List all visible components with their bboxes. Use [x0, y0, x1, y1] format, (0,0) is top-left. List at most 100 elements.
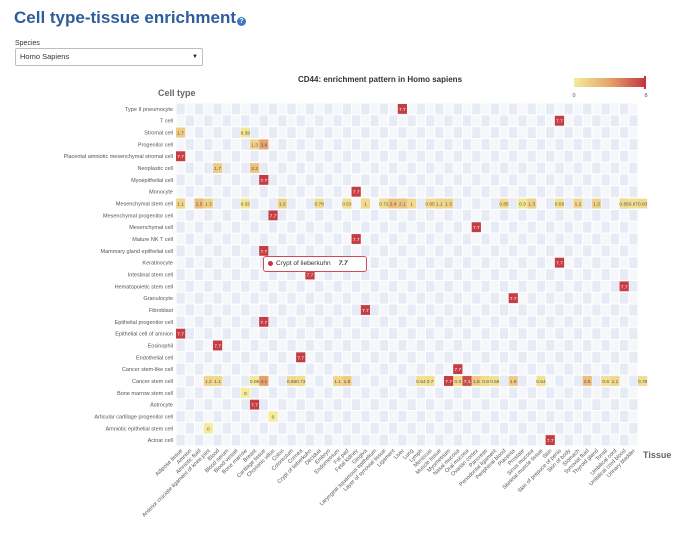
- grid-cell: [425, 186, 435, 198]
- grid-cell: [370, 221, 379, 233]
- grid-cell: [213, 422, 222, 434]
- cell-value-label: 1.1: [436, 202, 443, 208]
- grid-cell: [324, 198, 333, 209]
- grid-cell: [185, 363, 194, 375]
- grid-cell: [278, 387, 287, 399]
- grid-cell: [499, 411, 509, 422]
- grid-cell: [629, 340, 638, 351]
- grid-cell: [453, 411, 462, 422]
- grid-cell: [361, 422, 370, 434]
- grid-cell: [527, 257, 536, 269]
- grid-cell: [453, 399, 462, 411]
- grid-cell: [342, 103, 352, 115]
- row-label: Epithelial cell of amnion: [115, 332, 173, 338]
- grid-cell: [472, 399, 481, 411]
- grid-cell: [268, 221, 278, 233]
- grid-cell: [315, 174, 324, 186]
- grid-cell: [592, 233, 601, 245]
- grid-cell: [435, 363, 444, 375]
- cell-value-label: 7.7: [307, 273, 314, 279]
- grid-cell: [425, 340, 435, 351]
- grid-cell: [352, 434, 361, 446]
- grid-cell: [546, 150, 555, 162]
- grid-cell: [573, 233, 583, 245]
- grid-cell: [610, 209, 620, 221]
- grid-cell: [425, 422, 435, 434]
- grid-cell: [453, 422, 462, 434]
- grid-cell: [241, 257, 250, 269]
- grid-cell: [268, 399, 278, 411]
- grid-cell: [268, 304, 278, 316]
- grid-cell: [509, 269, 518, 280]
- grid-cell: [268, 422, 278, 434]
- grid-cell: [481, 269, 490, 280]
- grid-cell: [416, 269, 425, 280]
- grid-cell: [213, 174, 222, 186]
- grid-cell: [333, 363, 342, 375]
- help-icon[interactable]: ?: [237, 17, 247, 26]
- grid-cell: [370, 328, 379, 340]
- grid-cell: [204, 150, 213, 162]
- grid-cell: [379, 221, 389, 233]
- heatmap-cell: [176, 151, 186, 162]
- row-label: Monocyte: [149, 190, 173, 196]
- grid-cell: [472, 103, 481, 115]
- row-label: Fibroblast: [149, 308, 174, 314]
- grid-cell: [620, 186, 629, 198]
- heatmap-cell: [212, 340, 223, 351]
- grid-cell: [592, 316, 601, 328]
- grid-cell: [287, 174, 296, 186]
- grid-cell: [472, 280, 481, 292]
- grid-cell: [259, 150, 268, 162]
- cell-value-label: 1.3: [251, 142, 258, 148]
- grid-cell: [573, 375, 583, 387]
- grid-cell: [278, 351, 287, 363]
- grid-cell: [518, 328, 527, 340]
- grid-cell: [370, 198, 379, 209]
- grid-cell: [629, 233, 638, 245]
- heatmap-cell: [176, 328, 186, 339]
- grid-cell: [250, 304, 259, 316]
- grid-cell: [370, 316, 379, 328]
- grid-cell: [296, 434, 305, 446]
- grid-cell: [194, 174, 204, 186]
- row-label: Mesenchymal progenitor cell: [103, 213, 173, 219]
- grid-cell: [435, 174, 444, 186]
- grid-cell: [296, 316, 305, 328]
- species-label: Species: [15, 40, 40, 47]
- grid-cell: [592, 351, 601, 363]
- grid-cell: [620, 316, 629, 328]
- grid-cell: [472, 363, 481, 375]
- grid-cell: [518, 233, 527, 245]
- grid-cell: [444, 138, 453, 150]
- grid-cell: [241, 280, 250, 292]
- grid-cell: [194, 245, 204, 257]
- grid-cell: [573, 292, 583, 304]
- grid-cell: [536, 257, 546, 269]
- grid-cell: [204, 280, 213, 292]
- grid-cell: [287, 399, 296, 411]
- grid-cell: [481, 209, 490, 221]
- grid-cell: [425, 221, 435, 233]
- grid-cell: [296, 115, 305, 127]
- grid-cell: [185, 162, 194, 174]
- grid-cell: [546, 127, 555, 138]
- grid-cell: [518, 150, 527, 162]
- grid-cell: [176, 186, 185, 198]
- grid-cell: [610, 351, 620, 363]
- grid-cell: [629, 363, 638, 375]
- grid-cell: [546, 375, 555, 387]
- grid-cell: [296, 209, 305, 221]
- grid-cell: [435, 375, 444, 387]
- grid-cell: [536, 340, 546, 351]
- grid-cell: [592, 280, 601, 292]
- grid-cell: [499, 233, 509, 245]
- grid-cell: [176, 245, 185, 257]
- grid-cell: [324, 162, 333, 174]
- grid-cell: [333, 399, 342, 411]
- grid-cell: [222, 411, 231, 422]
- heatmap-cell: [259, 174, 269, 185]
- species-select[interactable]: Homo Sapiens ▼: [15, 48, 203, 66]
- grid-cell: [379, 280, 389, 292]
- grid-cell: [342, 340, 352, 351]
